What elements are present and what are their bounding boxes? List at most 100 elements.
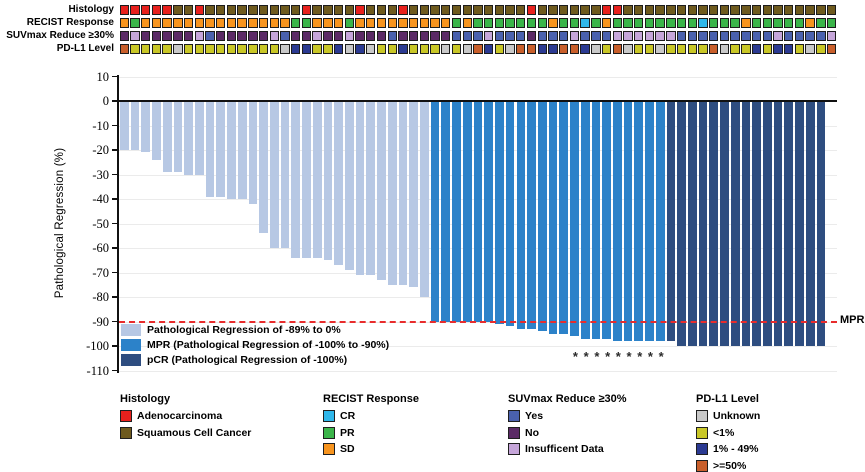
bar [345,101,354,271]
track-cell [505,31,515,41]
y-axis-line [117,74,119,373]
legend-item-label: Squamous Cell Cancer [137,426,252,439]
track-cell [366,5,376,15]
track-cell [762,31,772,41]
track-cell [537,44,547,54]
track-cell [741,44,751,54]
legend-item-label: PR [340,426,355,439]
bar [612,101,622,342]
asterisk: * [626,348,632,364]
track-cell [237,18,247,28]
track-cell [333,31,344,41]
track-cell [698,5,708,15]
track-cell [516,31,526,41]
y-axis-tick [112,149,117,151]
track-cell [698,18,708,28]
track-cell [676,18,687,28]
track-cell [741,31,751,41]
bar [141,101,151,153]
track-cell [451,5,462,15]
track-cell [216,44,226,54]
legend-item-swatch [323,410,335,422]
track-cell [655,18,665,28]
track-cell [258,5,269,15]
track-cell [762,5,772,15]
track-label-recist: RECIST Response [26,17,114,28]
track-cell [784,44,794,54]
track-cell [205,5,215,15]
bar [334,101,344,266]
bar [387,101,397,285]
bar [355,101,365,275]
track-cell [441,44,451,54]
y-tick-label: 0 [102,94,109,108]
bar [677,101,686,346]
track-cell [730,5,740,15]
track-cell [601,44,612,54]
legend-swatch-P [121,354,141,366]
y-axis-tick [112,369,117,372]
gridline [119,370,837,372]
bar [441,101,451,322]
track-cell [462,44,472,54]
asterisk: * [583,348,589,364]
track-cell [558,5,569,15]
y-axis-tick [112,296,117,298]
track-cell [580,44,590,54]
bar [623,101,633,342]
bar [805,101,815,346]
track-cell [291,44,301,54]
track-cell [398,31,408,41]
track-cell [473,44,483,54]
track-cell [119,31,129,41]
track-cell [569,44,580,54]
track-cell [291,18,301,28]
track-cell [805,18,815,28]
track-cell [494,5,505,15]
track-cell [805,31,815,41]
track-cell [655,31,665,41]
y-tick-label: -30 [92,167,109,182]
track-cell [280,31,290,41]
track-cell [548,18,558,28]
bar [773,101,783,346]
track-cell [119,18,129,28]
track-cell [773,44,783,54]
track-cell [655,44,665,54]
track-cell [666,18,676,28]
track-cell [569,5,580,15]
track-cell [419,18,430,28]
bar [473,101,483,322]
bar [816,101,826,346]
bar [720,101,729,346]
bar [752,101,761,346]
bar [130,101,140,150]
legend-swatch-M [121,339,141,351]
track-cell [162,44,172,54]
track-cell [676,5,687,15]
track-cell [173,31,183,41]
track-cell [537,5,547,15]
bar [173,101,183,173]
bar [827,101,836,346]
track-cell [205,44,215,54]
track-cell [483,18,494,28]
y-axis-tick [112,198,117,200]
track-cell [612,18,622,28]
y-tick-label: 10 [96,69,110,84]
track-cell [141,31,151,41]
legend-item-swatch [508,426,520,439]
track-cell [676,31,687,41]
track-cell [784,5,794,15]
bar [302,101,311,258]
bar [537,101,547,332]
track-cell [644,5,655,15]
legend-item-label: CR [340,410,356,422]
track-cell [301,31,312,41]
y-axis-tick [112,247,117,249]
track-cell [258,18,269,28]
track-cell [709,44,719,54]
bar [398,101,408,285]
track-cell [183,31,194,41]
track-cell [387,18,397,28]
